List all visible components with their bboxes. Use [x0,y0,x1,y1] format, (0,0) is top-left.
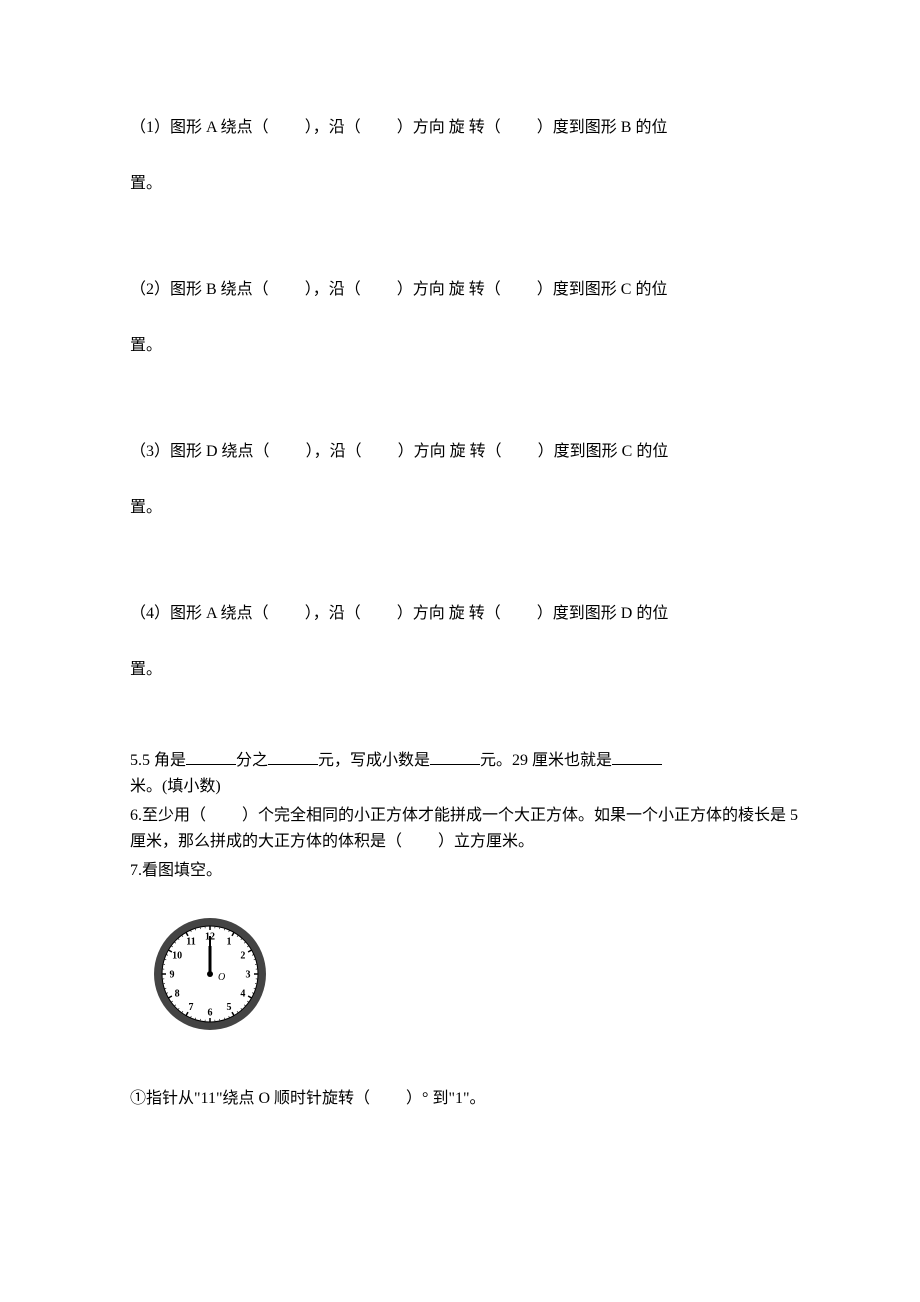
q4-text: （4）图形 A 绕点（ [130,605,269,622]
blank [206,807,242,824]
blank [501,281,537,298]
q3-text: （3）图形 D 绕点（ [130,443,270,460]
q1-line2: 置。 [130,175,162,192]
q5-part5: 米。(填小数) [130,778,221,795]
blank-underline [430,749,480,765]
blank [361,281,397,298]
svg-text:3: 3 [246,969,251,980]
q7-sub1-part2: ）° 到"1"。 [406,1090,485,1107]
q2-mid1: ），沿（ [305,281,361,298]
question-3: （3）图形 D 绕点（ ），沿（ ）方向 旋 转（ ）度到图形 C 的位 置。 [130,424,800,536]
q1-text: （1）图形 A 绕点（ [130,119,269,136]
svg-text:7: 7 [189,1002,194,1013]
q1-mid2: ）方向 旋 转（ [397,119,501,136]
q7-sub1-part1: ①指针从"11"绕点 O 顺时针旋转（ [130,1090,370,1107]
q5-part1: 5.5 角是 [130,752,186,769]
blank [361,119,397,136]
question-6: 6.至少用（ ）个完全相同的小正方体才能拼成一个大正方体。如果一个小正方体的棱长… [130,803,800,854]
q2-mid2: ）方向 旋 转（ [397,281,501,298]
question-2: （2）图形 B 绕点（ ），沿（ ）方向 旋 转（ ）度到图形 C 的位 置。 [130,262,800,374]
q2-text: （2）图形 B 绕点（ [130,281,269,298]
q5-part2: 分之 [236,752,268,769]
svg-text:1: 1 [227,936,232,947]
blank [269,281,305,298]
q2-line2: 置。 [130,337,162,354]
blank [370,1090,406,1107]
q6-part1: 6.至少用（ [130,807,206,824]
clock-image: 121234567891011 O [150,914,800,1045]
svg-text:6: 6 [208,1007,213,1018]
svg-text:5: 5 [227,1002,232,1013]
blank [270,443,306,460]
q7-title: 7.看图填空。 [130,862,222,879]
question-7-title: 7.看图填空。 [130,858,800,884]
blank [501,119,537,136]
blank-underline [186,749,236,765]
svg-text:4: 4 [240,988,245,999]
blank [361,605,397,622]
q5-part4: 元。29 厘米也就是 [480,752,612,769]
blank [502,443,538,460]
question-1: （1）图形 A 绕点（ ），沿（ ）方向 旋 转（ ）度到图形 B 的位 置。 [130,100,800,212]
q3-mid2: ）方向 旋 转（ [398,443,502,460]
q1-mid3: ）度到图形 B 的位 [537,119,668,136]
q3-mid1: ），沿（ [306,443,362,460]
q6-part3: ）立方厘米。 [438,833,534,850]
q3-mid3: ）度到图形 C 的位 [538,443,669,460]
q3-line2: 置。 [130,499,162,516]
svg-text:8: 8 [175,988,180,999]
svg-text:O: O [218,972,225,983]
blank [402,833,438,850]
question-5: 5.5 角是 分之 元，写成小数是 元。29 厘米也就是米。(填小数) [130,748,800,799]
blank-underline [268,749,318,765]
q4-mid2: ）方向 旋 转（ [397,605,501,622]
svg-text:10: 10 [172,950,182,961]
blank [362,443,398,460]
blank [269,119,305,136]
clock-icon: 121234567891011 O [150,914,270,1034]
q5-part3: 元，写成小数是 [318,752,430,769]
q1-mid1: ），沿（ [305,119,361,136]
q4-line2: 置。 [130,661,162,678]
blank-underline [612,749,662,765]
svg-text:9: 9 [170,969,175,980]
blank [501,605,537,622]
question-7-sub1: ①指针从"11"绕点 O 顺时针旋转（ ）° 到"1"。 [130,1085,800,1114]
q4-mid1: ），沿（ [305,605,361,622]
q2-mid3: ）度到图形 C 的位 [537,281,668,298]
svg-text:11: 11 [186,936,195,947]
q4-mid3: ）度到图形 D 的位 [537,605,669,622]
blank [269,605,305,622]
question-4: （4）图形 A 绕点（ ），沿（ ）方向 旋 转（ ）度到图形 D 的位 置。 [130,586,800,698]
svg-text:2: 2 [240,950,245,961]
